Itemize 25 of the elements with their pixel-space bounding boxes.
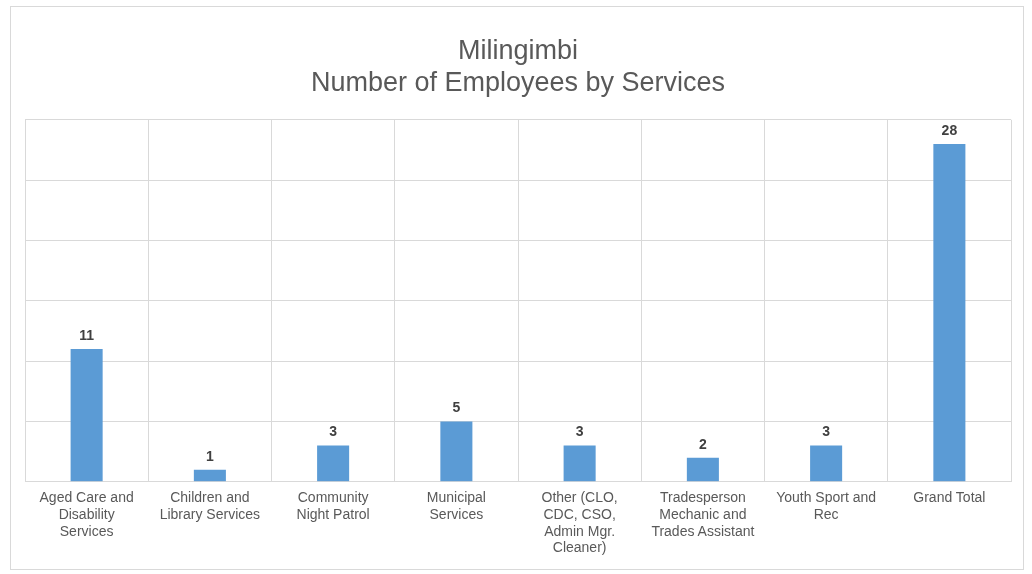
bar [810, 445, 843, 482]
data-label: 11 [79, 326, 95, 343]
x-tick-label: Children and Library Services [159, 489, 261, 522]
x-tick-label: Tradesperson Mechanic and Trades Assistant [651, 489, 755, 539]
x-tick-label: Municipal Services [426, 489, 486, 522]
bar [193, 469, 226, 482]
data-label: 1 [205, 447, 214, 464]
data-label: 5 [452, 399, 461, 416]
bar [563, 445, 596, 482]
bar [933, 143, 966, 482]
bar [317, 445, 350, 482]
x-tick-label: Other (CLO, CDC, CSO, Admin Mgr. Cleaner) [541, 489, 618, 556]
bar [686, 457, 719, 482]
bar [440, 421, 473, 482]
data-label: 2 [698, 435, 707, 452]
chart-title: Milingimbi Number of Employees by Services [310, 34, 726, 98]
data-label: 28 [941, 121, 958, 138]
data-label: 3 [575, 423, 584, 440]
x-tick-label: Youth Sport and Rec [776, 489, 877, 522]
bar [70, 349, 103, 482]
x-tick-label: Community Night Patrol [296, 489, 370, 522]
data-label: 3 [329, 423, 338, 440]
x-tick-label: Grand Total [913, 489, 986, 506]
x-tick-label: Aged Care and Disability Services [39, 489, 134, 539]
data-label: 3 [822, 423, 831, 440]
